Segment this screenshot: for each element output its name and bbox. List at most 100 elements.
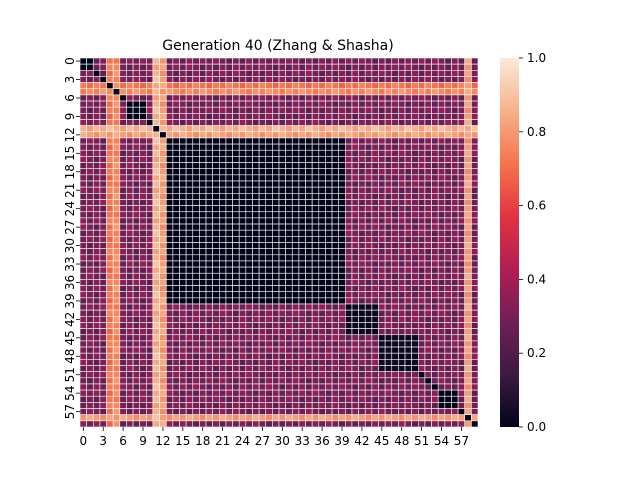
heatmap-cell xyxy=(106,254,114,262)
heatmap-cell xyxy=(285,229,293,237)
heatmap-cell xyxy=(252,205,260,213)
heatmap-cell xyxy=(146,229,154,237)
heatmap-cell xyxy=(444,328,452,336)
heatmap-cell xyxy=(265,389,273,397)
heatmap-cell xyxy=(126,162,134,170)
heatmap-cell xyxy=(384,359,393,366)
heatmap-cell xyxy=(245,76,253,83)
heatmap-cell xyxy=(232,365,240,372)
heatmap-cell xyxy=(398,303,406,311)
heatmap-cell xyxy=(126,113,134,120)
heatmap-cell xyxy=(185,420,194,428)
heatmap-cell xyxy=(225,70,233,77)
heatmap-cell xyxy=(325,131,333,139)
heatmap-cell xyxy=(471,162,479,170)
heatmap-cell xyxy=(404,88,412,96)
heatmap-cell xyxy=(265,414,273,422)
heatmap-cell xyxy=(411,260,419,268)
heatmap-cell xyxy=(225,408,233,415)
heatmap-cell xyxy=(192,389,200,397)
heatmap-cell xyxy=(345,143,353,151)
heatmap-cell xyxy=(298,285,306,292)
heatmap-cell xyxy=(305,211,313,219)
heatmap-cell xyxy=(132,106,141,114)
heatmap-cell xyxy=(152,371,160,379)
heatmap-cell xyxy=(444,174,452,182)
heatmap-cell xyxy=(106,76,114,83)
heatmap-cell xyxy=(152,168,160,176)
heatmap-cell xyxy=(451,322,459,329)
heatmap-cell xyxy=(358,63,366,71)
heatmap-cell xyxy=(159,402,167,409)
heatmap-cell xyxy=(212,402,220,409)
heatmap-cell xyxy=(351,272,359,280)
heatmap-cell xyxy=(205,131,213,139)
heatmap-cell xyxy=(185,254,194,262)
heatmap-cell xyxy=(464,309,472,317)
heatmap-cell xyxy=(464,57,472,65)
heatmap-cell xyxy=(378,199,386,206)
heatmap-cell xyxy=(185,377,194,385)
heatmap-cell xyxy=(338,383,346,391)
heatmap-cell xyxy=(331,260,340,268)
heatmap-cell xyxy=(378,352,386,360)
heatmap-cell xyxy=(92,70,101,77)
colorbar-tick-label: 0.4 xyxy=(527,272,546,286)
heatmap-cell xyxy=(411,76,419,83)
heatmap-cell xyxy=(99,359,107,366)
heatmap-cell xyxy=(265,186,273,194)
heatmap-cell xyxy=(464,119,472,126)
heatmap-cell xyxy=(325,248,333,256)
heatmap-cell xyxy=(106,266,114,274)
heatmap-cell xyxy=(437,334,446,342)
heatmap-cell xyxy=(106,205,114,213)
heatmap-cell xyxy=(245,322,253,329)
heatmap-cell xyxy=(417,352,426,360)
heatmap-cell xyxy=(232,229,240,237)
heatmap-cell xyxy=(364,365,373,372)
heatmap-cell xyxy=(219,352,227,360)
heatmap-cell xyxy=(232,174,240,182)
heatmap-cell xyxy=(417,383,426,391)
heatmap-cell xyxy=(298,223,306,231)
heatmap-cell xyxy=(159,279,167,286)
heatmap-cell xyxy=(404,402,412,409)
heatmap-cell xyxy=(212,193,220,200)
heatmap-cell xyxy=(451,297,459,305)
heatmap-cell xyxy=(278,223,286,231)
heatmap-cell xyxy=(86,162,94,170)
heatmap-cell xyxy=(159,236,167,243)
heatmap-cell xyxy=(225,242,233,249)
heatmap-cell xyxy=(431,57,439,65)
heatmap-cell xyxy=(404,285,412,292)
heatmap-cell xyxy=(278,57,286,65)
heatmap-cell xyxy=(132,223,141,231)
heatmap-cell xyxy=(152,119,160,126)
heatmap-cell xyxy=(398,266,406,274)
heatmap-cell xyxy=(179,162,187,170)
heatmap-cell xyxy=(152,199,160,206)
heatmap-cell xyxy=(371,70,379,77)
heatmap-cell xyxy=(291,315,300,323)
heatmap-cell xyxy=(219,322,227,329)
heatmap-cell xyxy=(378,131,386,139)
heatmap-cell xyxy=(245,260,253,268)
heatmap-cell xyxy=(378,229,386,237)
heatmap-cell xyxy=(245,106,253,114)
heatmap-cell xyxy=(152,340,160,348)
heatmap-cell xyxy=(126,193,134,200)
heatmap-cell xyxy=(358,168,366,176)
heatmap-cell xyxy=(112,395,121,403)
heatmap-cell xyxy=(86,156,94,163)
heatmap-cell xyxy=(404,156,412,163)
heatmap-cell xyxy=(331,131,340,139)
heatmap-cell xyxy=(79,328,87,336)
heatmap-cell xyxy=(291,266,300,274)
heatmap-cell xyxy=(331,57,340,65)
heatmap-cell xyxy=(364,359,373,366)
heatmap-cell xyxy=(265,242,273,249)
heatmap-cell xyxy=(112,193,121,200)
heatmap-cell xyxy=(86,186,94,194)
heatmap-cell xyxy=(437,119,446,126)
heatmap-cell xyxy=(199,346,207,354)
